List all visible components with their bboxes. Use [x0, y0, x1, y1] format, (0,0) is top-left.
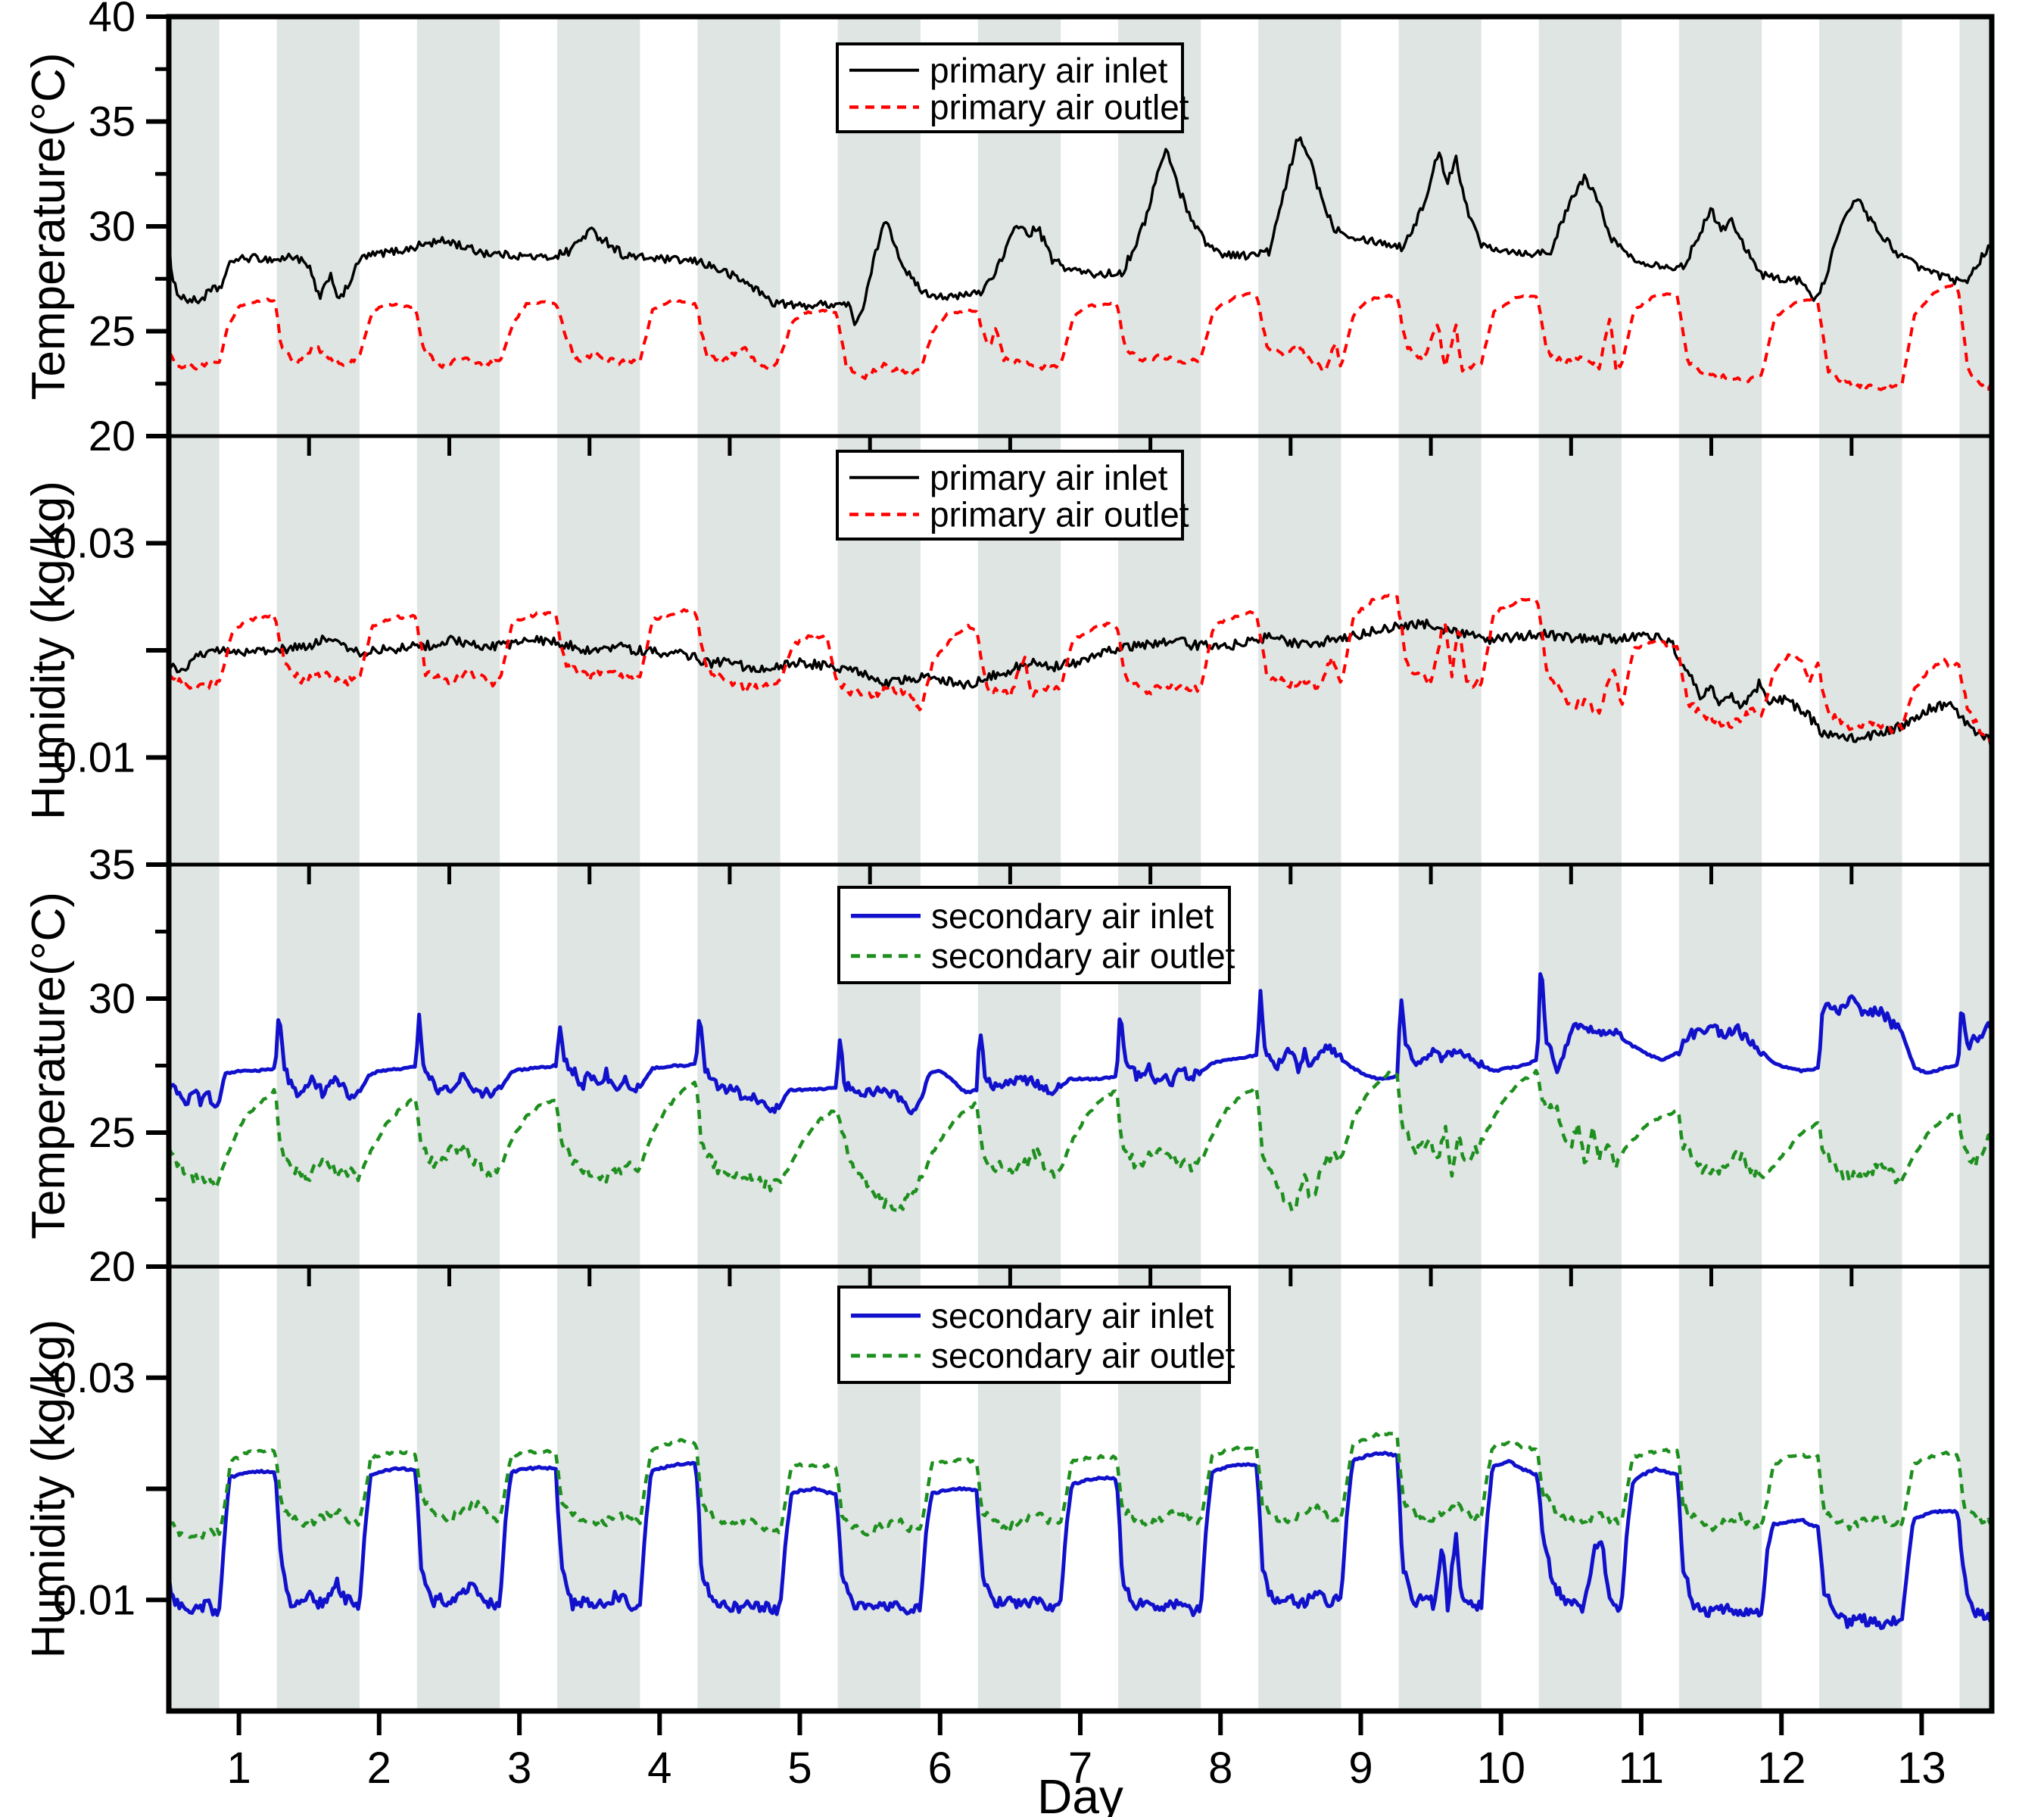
series-primary-temperature-inlet [169, 136, 1992, 326]
y-tick-label: 0.01 [53, 734, 136, 781]
x-tick-label: 2 [367, 1744, 391, 1793]
x-tick-label: 1 [226, 1744, 251, 1793]
x-axis-title: Day [1037, 1769, 1123, 1817]
legend-label: secondary air inlet [931, 1296, 1214, 1335]
legend-box [837, 1286, 1231, 1384]
y-tick-label: 0.03 [53, 1354, 136, 1401]
panel-secondary-humidity [169, 1430, 1992, 1631]
x-tick-label: 11 [1619, 1744, 1664, 1793]
x-tick-label: 12 [1757, 1744, 1806, 1793]
y-axis-title: Temperature(°C) [23, 53, 75, 400]
x-tick-label: 13 [1897, 1744, 1946, 1793]
legend-box [836, 450, 1184, 541]
y-tick-label: 20 [89, 412, 136, 460]
legend-box [836, 42, 1184, 133]
y-tick-label: 30 [89, 202, 136, 250]
panel-primary-temperature [169, 136, 1992, 391]
x-tick-label: 4 [647, 1744, 671, 1793]
x-tick-label: 8 [1208, 1744, 1232, 1793]
y-axis-primary-temperature: 40 35 30 25 20 Temperature(°C) [23, 0, 169, 460]
x-tick-label: 3 [507, 1744, 531, 1793]
series-primary-temperature-outlet [169, 283, 1992, 391]
x-tick-label: 9 [1348, 1744, 1373, 1793]
series-secondary-humidity-inlet [169, 1451, 1992, 1631]
legend-label: primary air outlet [930, 495, 1189, 535]
y-tick-label: 30 [89, 974, 136, 1022]
y-tick-label: 0.01 [53, 1575, 136, 1623]
panel-primary-humidity [169, 594, 1992, 745]
y-axis-secondary-temperature: 35 30 25 20 Temperature(°C) [23, 840, 169, 1290]
y-tick-label: 40 [89, 0, 136, 40]
x-tick-label: 6 [928, 1744, 952, 1793]
series-secondary-humidity-outlet [169, 1430, 1992, 1540]
series-secondary-temperature-outlet [169, 1068, 1992, 1214]
legend-label: secondary air outlet [931, 937, 1235, 976]
y-axis-title: Humidity (kg/kg) [23, 481, 75, 820]
y-tick-label: 20 [89, 1242, 136, 1290]
y-axis-title: Temperature(°C) [23, 892, 75, 1239]
legend-label: primary air inlet [930, 51, 1168, 90]
panel-secondary-temperature [169, 972, 1992, 1214]
series-secondary-temperature-inlet [169, 972, 1992, 1116]
x-tick-label: 10 [1476, 1744, 1525, 1793]
x-tick-label: 7 [1068, 1744, 1092, 1793]
legend-label: primary air inlet [930, 458, 1168, 497]
y-tick-label: 25 [89, 307, 136, 355]
legend-label: secondary air inlet [931, 896, 1214, 936]
series-primary-humidity-outlet [169, 594, 1992, 743]
y-tick-label: 25 [89, 1108, 136, 1156]
y-tick-label: 35 [89, 98, 136, 145]
y-axis-title: Humidity (kg/kg) [23, 1320, 75, 1659]
legend-box [837, 886, 1231, 984]
y-tick-label: 35 [89, 840, 136, 888]
series-primary-humidity-inlet [169, 619, 1992, 745]
y-tick-label: 0.03 [53, 519, 136, 567]
legend-label: secondary air outlet [931, 1336, 1235, 1376]
x-tick-label: 5 [787, 1744, 812, 1793]
legend-label: primary air outlet [930, 88, 1189, 127]
